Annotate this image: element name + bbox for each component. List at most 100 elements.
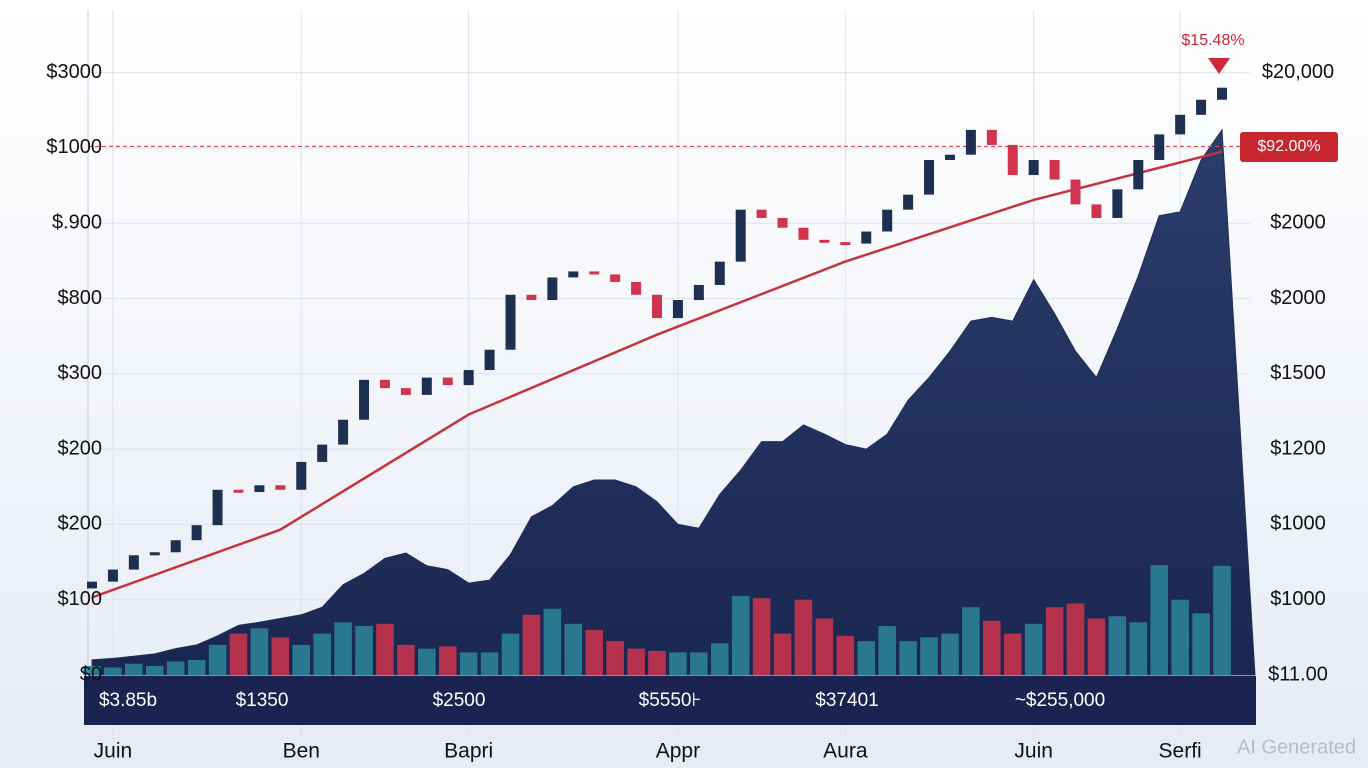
x-tick-label: Juin	[94, 740, 133, 763]
candle-body	[882, 209, 893, 232]
candle-body	[107, 569, 118, 582]
volume-bar	[899, 641, 917, 675]
y-tick-label: $3000	[46, 61, 102, 83]
y-tick-label: $800	[58, 287, 103, 309]
x-tick-label: Juin	[1014, 740, 1053, 763]
y2-tick-label: $1500	[1270, 362, 1326, 384]
top-annotation: $15.48%	[1181, 32, 1244, 49]
plot-area	[83, 87, 1256, 676]
candle-body	[484, 349, 495, 371]
y-tick-label: $200	[58, 437, 103, 459]
volume-bar	[229, 633, 248, 675]
candle-body	[1007, 144, 1018, 176]
candle-body	[714, 261, 725, 285]
volume-bar	[1066, 603, 1085, 675]
candle-body	[903, 194, 914, 210]
volume-bar	[585, 629, 604, 675]
x-tick-label: Bapri	[444, 740, 493, 763]
watermark: AI Generated	[1237, 736, 1356, 758]
band-label: $3.85b	[99, 690, 157, 711]
candle-body	[861, 231, 872, 244]
volume-bar	[166, 661, 185, 675]
volume-bar	[1213, 565, 1231, 675]
value-band	[84, 676, 1256, 725]
volume-bar	[731, 595, 750, 675]
candle-body	[944, 154, 955, 160]
volume-bar	[187, 659, 206, 675]
y2-tick-label: $1200	[1270, 437, 1326, 459]
candle-body	[819, 239, 830, 243]
volume-bar	[773, 633, 792, 675]
volume-bar	[920, 637, 938, 675]
candle-body	[1112, 189, 1123, 218]
volume-bar	[397, 644, 415, 675]
volume-bar	[522, 614, 541, 675]
candle-body	[191, 525, 202, 541]
candle-body	[1028, 159, 1039, 176]
volume-bar	[794, 599, 813, 675]
candle-body	[777, 217, 788, 228]
candle-body	[170, 540, 181, 553]
candle-body	[693, 284, 704, 301]
candle-body	[421, 377, 432, 395]
band-label: ~$255,000	[1015, 690, 1105, 711]
volume-bar	[104, 667, 122, 675]
candle-body	[631, 281, 642, 295]
volume-bar	[836, 635, 855, 675]
candle-body	[965, 129, 976, 155]
candle-body	[442, 377, 453, 386]
y-tick-label: $.900	[52, 212, 102, 234]
badge	[1240, 132, 1338, 162]
y2-tick-label: $2000	[1270, 212, 1326, 234]
volume-bar	[125, 663, 143, 675]
candle-body	[526, 294, 537, 301]
y2-tick-label: $11.00	[1268, 663, 1328, 685]
candle-body	[610, 274, 621, 282]
candle-body	[1196, 99, 1207, 115]
candle-body	[128, 555, 139, 570]
y2-tick-label: $1000	[1270, 513, 1326, 535]
volume-bar	[669, 652, 687, 675]
candle-body	[87, 581, 97, 589]
y-tick-label: $0	[80, 663, 102, 685]
candle-body	[463, 370, 474, 386]
y2-tick-label: $2000	[1270, 287, 1326, 309]
candle-body	[275, 485, 286, 490]
y-tick-label: $100	[58, 588, 103, 610]
volume-bar	[710, 643, 729, 675]
volume-bar	[962, 607, 980, 675]
volume-bar	[564, 623, 583, 675]
candle-body	[798, 227, 809, 240]
candle-body	[547, 277, 558, 301]
volume-bar	[501, 633, 520, 675]
volume-bar	[313, 633, 331, 675]
volume-bar	[606, 641, 624, 675]
candle-body	[756, 209, 767, 218]
y-tick-label: $200	[58, 513, 103, 535]
candle-body	[254, 485, 265, 493]
candle-body	[149, 552, 160, 556]
candle-body	[1070, 179, 1081, 205]
y-tick-label: $1000	[46, 136, 102, 158]
volume-bar	[1045, 607, 1064, 675]
band-label: $5550⊦	[639, 690, 702, 711]
volume-bar	[145, 665, 164, 675]
volume-bar	[292, 644, 311, 675]
candle-body	[672, 300, 683, 319]
volume-bar	[1192, 613, 1210, 675]
candle-body	[652, 294, 662, 319]
candle-body	[986, 129, 997, 145]
volume-bar	[815, 618, 834, 675]
candle-body	[1091, 204, 1102, 218]
band-label: $2500	[433, 690, 486, 711]
labels: $0 $100 $200 $200 $300 $800 $.900 $1000 $3000 $11…	[46, 61, 1334, 763]
volume-bar	[857, 641, 876, 675]
volume-bar	[208, 644, 227, 675]
volume-bar	[543, 608, 562, 675]
candle-body	[505, 294, 516, 350]
candle-body	[1175, 114, 1186, 135]
y-tick-label: $300	[58, 362, 103, 384]
x-tick-label: Appr	[656, 740, 700, 763]
candle-body	[317, 444, 328, 462]
